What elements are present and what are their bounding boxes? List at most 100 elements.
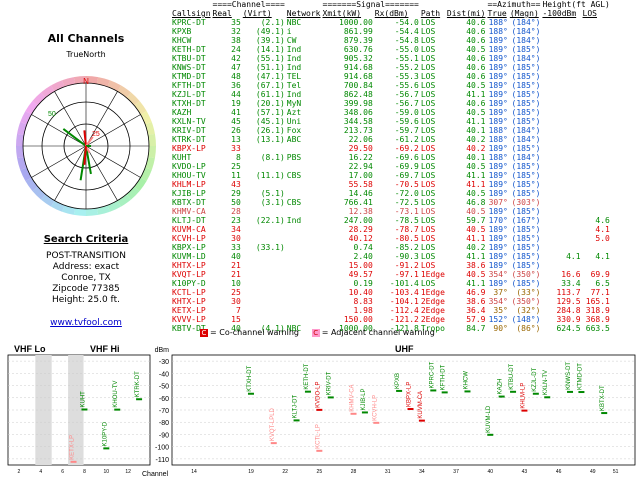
table-row[interactable]: KUHT 8 (8.1) PBS 16.22 -69.6 LOS 40.1 188° (184°) [172,153,612,162]
table-row[interactable]: KZJL-DT 44 (61.1) Ind 862.48 -56.7 LOS 41.1 189°… [172,90,612,99]
table-row[interactable]: KTXH-DT 19 (20.1) MyN 399.98 -56.7 LOS 40.6 189°… [172,99,612,108]
cell-x: 0.74 [353,243,373,252]
compass-spoke-line [85,145,141,178]
table-row[interactable]: KCTL-LP 25 10.40 -103.4 1Edge 46.9 37° (33°) 113… [172,288,612,297]
cell-v: (55.1) [255,54,285,63]
table-row[interactable]: KXLN-TV 45 (45.1) Uni 344.58 -59.6 LOS 41.1 189°… [172,117,612,126]
table-row[interactable]: KHLM-LP 43 55.58 -70.5 LOS 41.1 189° (185°) [172,180,612,189]
table-row[interactable]: KAZH 41 (57.1) Azt 348.06 -59.0 LOS 40.5 189° (18… [172,108,612,117]
cell-t: 354° [488,270,508,279]
cell-h2 [583,72,612,81]
cell-h1 [542,234,582,243]
table-row[interactable]: K10PY-D 10 0.19 -101.4 LOS 41.1 189° (185°) 33.4… [172,279,612,288]
table-row[interactable]: KTBU-DT 42 (55.1) Ind 905.32 -55.1 LOS 40.6 189°… [172,54,612,63]
column-header: Dist(mi) [446,9,486,18]
cell-p: LOS [420,36,436,45]
table-row[interactable]: KTMD-DT 48 (47.1) TEL 914.68 -55.3 LOS 40.6 189°… [172,72,612,81]
table-row[interactable]: KUVM-LD 40 2.40 -90.3 LOS 41.1 189° (185°) 4.1 4.… [172,252,612,261]
station-label: KLTJ-DT [293,394,299,418]
cell-d: 38.6 [466,297,486,306]
cell-m: (303°) [511,198,541,207]
cell-r: 11 [231,171,241,180]
uhf-tick-label: 34 [419,469,425,475]
cell-c: KTBU-DT [172,54,206,63]
table-row[interactable]: KBPX-LP 33 (33.1) 0.74 -85.2 LOS 40.2 189° (185°… [172,243,612,252]
column-header: Path [420,9,441,18]
table-row[interactable]: KBTX-DT 50 (3.1) CBS 766.41 -72.5 LOS 46.8 307°(… [172,198,612,207]
cell-c: KPXB [172,27,192,36]
table-row[interactable]: KLTJ-DT 23 (22.1) Ind 247.00 -78.5 LOS 59.7 170°… [172,216,612,225]
table-row[interactable]: KHOU-TV 11 (11.1) CBS 17.00 -69.7 LOS 41.1 189°(… [172,171,612,180]
cell-h2 [583,144,612,153]
cell-c: KHTX-LP [172,261,206,270]
cell-x: 213.73 [343,126,373,135]
station-label: KTXH-DT [247,365,253,391]
cell-v [243,162,287,171]
compass-ring-segment [107,200,121,212]
table-row[interactable]: KPXB 32 (49.1) i 861.99 -54.4 LOS 40.6 188° (184°… [172,27,612,36]
compass-ring-segment [51,80,65,92]
cell-p: 2Edge [420,297,445,306]
cell-c: K10PY-D [172,279,206,288]
cell-m: (185°) [511,117,541,126]
table-row[interactable]: KFTH-DT 36 (67.1) Tel 700.84 -55.6 LOS 40.5 189°… [172,81,612,90]
table-row[interactable]: KVQT-LP 21 49.57 -97.1 1Edge 40.5 354° (350°) 16… [172,270,612,279]
cell-v [243,306,287,315]
vhf-tick-label: 4 [39,469,42,475]
table-row[interactable]: KBTV-DT 40 (4.1) NBC 1000.00 -121.8 Tropo 84.7 9… [172,324,612,333]
cell-h2: 4.1 [595,225,610,234]
cell-h2 [583,36,612,45]
group-signal: =======Signal======= [322,0,419,9]
table-row[interactable]: KETH-DT 24 (14.1) Ind 630.76 -55.0 LOS 40.5 189°… [172,45,612,54]
cell-x: 150.00 [343,315,373,324]
table-row[interactable]: KVVV-LP 15 150.00 -121.2 2Edge 57.9 152° (148°)… [172,315,612,324]
compass-spoke-line [85,91,118,147]
table-row[interactable]: KPRC-DT 35 (2.1) NBC 1000.00 -54.0 LOS 40.6 188°… [172,18,612,27]
cell-p: 2Edge [420,315,445,324]
table-row[interactable]: KHTX-LP 30 8.83 -104.1 2Edge 38.6 354° (350°) 12… [172,297,612,306]
table-row[interactable]: KBPX-LP 33 29.50 -69.2 LOS 40.2 189° (185°) [172,144,612,153]
cell-rx: -97.1 [394,270,419,279]
site-link[interactable]: www.tvfool.com [50,318,122,328]
table-row[interactable]: KVDO-LP 25 22.94 -69.9 LOS 40.5 189° (185°) [172,162,612,171]
cell-m: (185°) [511,63,541,72]
table-row[interactable]: KHCW 38 (39.1) CW 879.39 -54.8 LOS 40.6 189° (184… [172,36,612,45]
cell-v [243,144,287,153]
cell-m: (185°) [511,144,541,153]
cell-c: KCTL-LP [172,288,206,297]
cell-p: LOS [420,189,436,198]
compass-ring-segment [20,111,32,125]
cell-r: 47 [231,63,241,72]
station-label: KPXB [395,373,401,389]
cell-t: 189° [488,90,508,99]
cell-m: (350°) [511,297,541,306]
table-row[interactable]: KHMV-CA 28 12.38 -73.1 LOS 40.5 189° (185°) [172,207,612,216]
column-header: -100dBm [542,9,577,18]
group-height: Height(ft AGL) [542,0,610,9]
cell-h1: 113.7 [556,288,581,297]
table-row[interactable]: KCVH-LP 30 40.12 -80.5 LOS 41.1 189° (185°) 5.0 [172,234,612,243]
cell-v: (61.1) [255,90,285,99]
table-row[interactable]: KHTX-LP 21 15.00 -91.2 LOS 38.6 189° (185°) [172,261,612,270]
cell-p: LOS [420,63,436,72]
table-row[interactable]: KTRK-DT 13 (13.1) ABC 22.06 -61.2 LOS 40.2 188°(… [172,135,612,144]
cell-r: 36 [231,81,241,90]
cell-h1: 624.5 [556,324,581,333]
column-header: Network [286,9,321,18]
cell-p: LOS [420,18,436,27]
cell-n [287,306,323,315]
cell-t: 188° [488,153,508,162]
table-row[interactable]: KJIB-LP 29 (5.1) 14.46 -72.0 LOS 40.5 189° (185°… [172,189,612,198]
table-row[interactable]: KRIV-DT 26 (26.1) Fox 213.73 -59.7 LOS 40.1 188°… [172,126,612,135]
column-header: (Virt) [242,9,272,18]
cell-x: 40.12 [348,234,373,243]
cell-x: 766.41 [343,198,373,207]
cell-n [287,180,323,189]
table-row[interactable]: KNWS-DT 47 (51.1) Ind 914.68 -55.2 LOS 40.6 189°… [172,63,612,72]
criteria-line: Address: exact [52,262,120,272]
cell-t: 189° [488,234,508,243]
cell-x: 16.22 [348,153,373,162]
cell-x: 630.76 [343,45,373,54]
table-row[interactable]: KETX-LP 7 1.98 -112.4 2Edge 36.4 35° (32°) 284.8… [172,306,612,315]
table-row[interactable]: KUVM-CA 34 28.29 -78.7 LOS 40.5 189° (185°) 4.1 [172,225,612,234]
